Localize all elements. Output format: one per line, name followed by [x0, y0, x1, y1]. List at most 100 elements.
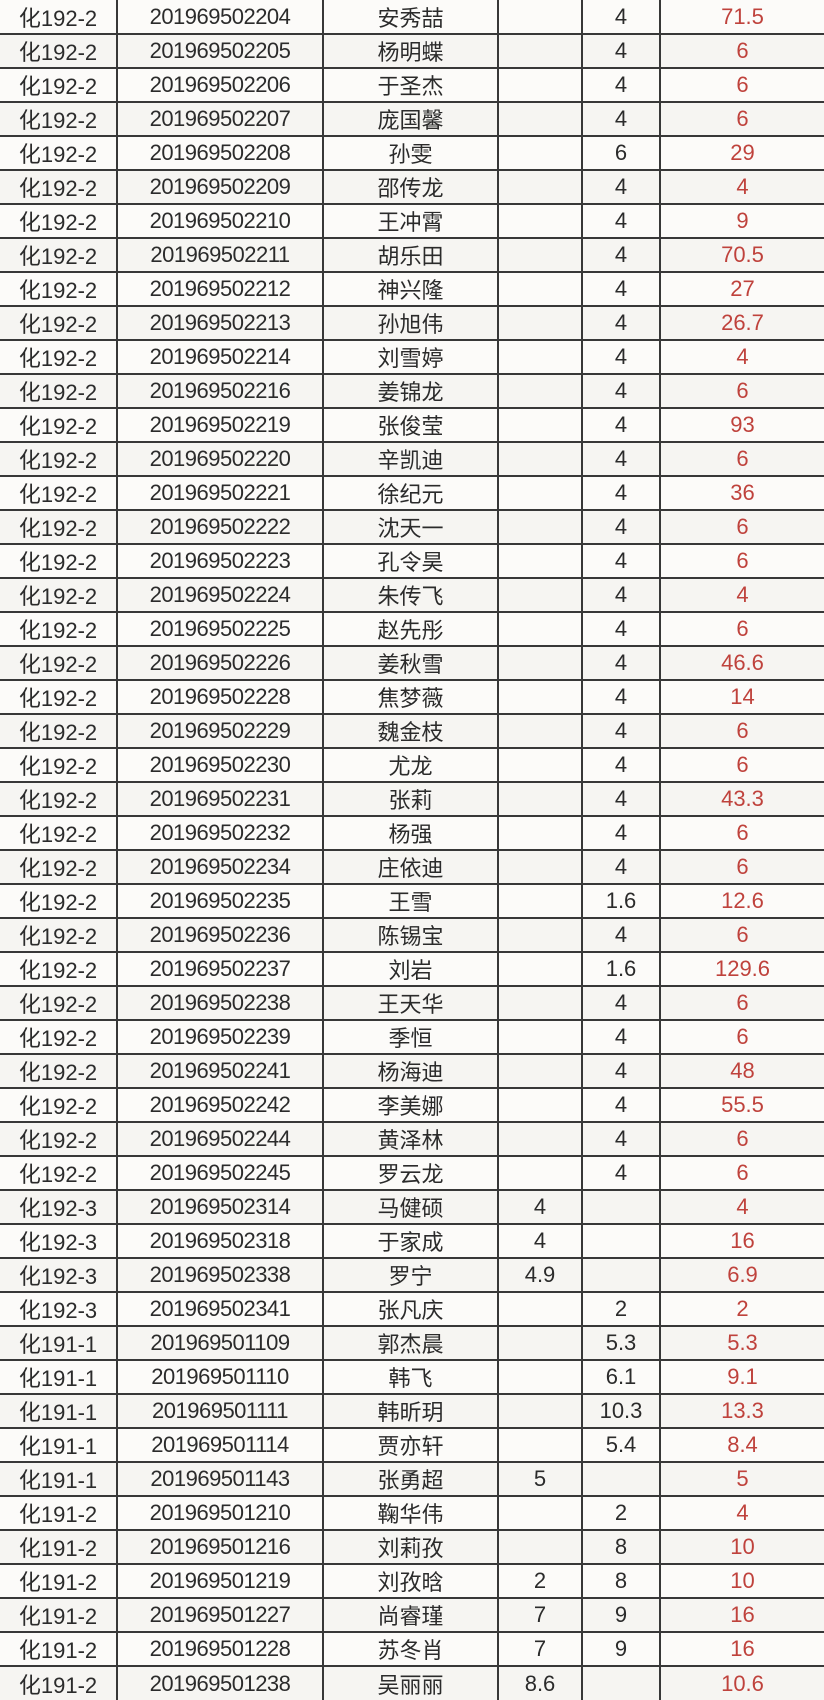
- cell-name: 苏冬肖: [323, 1632, 499, 1667]
- cell-amount: 14: [660, 680, 824, 715]
- cell-value-b: 4: [582, 986, 661, 1021]
- cell-value-b: 9: [582, 1632, 661, 1667]
- cell-amount: 26.7: [660, 306, 824, 341]
- cell-value-a: [498, 1360, 583, 1395]
- cell-amount: 6: [660, 612, 824, 647]
- cell-name: 姜锦龙: [323, 374, 499, 409]
- cell-class: 化192-2: [0, 816, 118, 851]
- cell-student-id: 201969502341: [117, 1292, 324, 1327]
- table-row: 化192-2 201969502239 季恒 4 6: [0, 1020, 824, 1055]
- table-row: 化191-2 201969501216 刘莉孜 8 10: [0, 1530, 824, 1565]
- cell-amount: 6: [660, 544, 824, 579]
- cell-value-a: 5: [498, 1462, 583, 1497]
- cell-value-a: [498, 1020, 583, 1055]
- cell-name: 王冲霄: [323, 204, 499, 239]
- cell-value-b: [582, 1462, 661, 1497]
- cell-amount: 6: [660, 986, 824, 1021]
- cell-value-b: 4: [582, 646, 661, 681]
- cell-name: 郭杰晨: [323, 1326, 499, 1361]
- cell-value-a: 2: [498, 1564, 583, 1599]
- cell-value-a: [498, 816, 583, 851]
- table-row: 化192-3 201969502314 马健硕 4 4: [0, 1190, 824, 1225]
- cell-class: 化191-1: [0, 1428, 118, 1463]
- cell-student-id: 201969502225: [117, 612, 324, 647]
- cell-name: 季恒: [323, 1020, 499, 1055]
- cell-name: 罗宁: [323, 1258, 499, 1293]
- cell-value-b: 8: [582, 1564, 661, 1599]
- cell-value-b: 4: [582, 408, 661, 443]
- cell-value-b: 4: [582, 918, 661, 953]
- cell-amount: 6: [660, 816, 824, 851]
- cell-amount: 4: [660, 1190, 824, 1225]
- cell-student-id: 201969501210: [117, 1496, 324, 1531]
- table-row: 化192-2 201969502220 辛凯迪 4 6: [0, 442, 824, 477]
- cell-amount: 6.9: [660, 1258, 824, 1293]
- table-row: 化192-2 201969502204 安秀喆 4 71.5: [0, 0, 824, 35]
- table-row: 化192-2 201969502242 李美娜 4 55.5: [0, 1088, 824, 1123]
- cell-student-id: 201969502314: [117, 1190, 324, 1225]
- cell-value-a: [498, 0, 583, 35]
- cell-amount: 10: [660, 1530, 824, 1565]
- cell-student-id: 201969502318: [117, 1224, 324, 1259]
- cell-name: 刘孜晗: [323, 1564, 499, 1599]
- cell-name: 李美娜: [323, 1088, 499, 1123]
- cell-amount: 48: [660, 1054, 824, 1089]
- cell-value-b: 5.4: [582, 1428, 661, 1463]
- cell-value-b: 2: [582, 1496, 661, 1531]
- cell-amount: 6: [660, 68, 824, 103]
- cell-name: 邵传龙: [323, 170, 499, 205]
- cell-amount: 55.5: [660, 1088, 824, 1123]
- cell-value-a: [498, 1292, 583, 1327]
- table-row: 化191-1 201969501110 韩飞 6.1 9.1: [0, 1360, 824, 1395]
- cell-name: 杨明蝶: [323, 34, 499, 69]
- table-row: 化192-2 201969502205 杨明蝶 4 6: [0, 34, 824, 69]
- cell-name: 尚睿瑾: [323, 1598, 499, 1633]
- table-row: 化192-2 201969502206 于圣杰 4 6: [0, 68, 824, 103]
- cell-class: 化192-2: [0, 884, 118, 919]
- cell-name: 贾亦轩: [323, 1428, 499, 1463]
- cell-value-b: 4: [582, 714, 661, 749]
- cell-class: 化192-2: [0, 442, 118, 477]
- cell-value-b: 4: [582, 204, 661, 239]
- table-row: 化192-2 201969502236 陈锡宝 4 6: [0, 918, 824, 953]
- table-row: 化192-2 201969502211 胡乐田 4 70.5: [0, 238, 824, 273]
- cell-value-a: [498, 340, 583, 375]
- cell-value-a: [498, 1496, 583, 1531]
- table-row: 化192-2 201969502222 沈天一 4 6: [0, 510, 824, 545]
- cell-value-a: [498, 1326, 583, 1361]
- cell-value-a: [498, 714, 583, 749]
- cell-value-b: 4: [582, 1054, 661, 1089]
- cell-student-id: 201969502206: [117, 68, 324, 103]
- cell-value-b: [582, 1666, 661, 1700]
- table-row: 化192-2 201969502237 刘岩 1.6 129.6: [0, 952, 824, 987]
- cell-value-b: 8: [582, 1530, 661, 1565]
- cell-amount: 5.3: [660, 1326, 824, 1361]
- cell-value-a: [498, 408, 583, 443]
- cell-amount: 16: [660, 1632, 824, 1667]
- cell-class: 化191-2: [0, 1530, 118, 1565]
- cell-class: 化191-1: [0, 1360, 118, 1395]
- cell-name: 鞠华伟: [323, 1496, 499, 1531]
- table-row: 化192-2 201969502214 刘雪婷 4 4: [0, 340, 824, 375]
- cell-student-id: 201969502236: [117, 918, 324, 953]
- cell-value-b: 4: [582, 238, 661, 273]
- table-row: 化192-2 201969502212 神兴隆 4 27: [0, 272, 824, 307]
- cell-class: 化192-2: [0, 646, 118, 681]
- cell-value-b: 4: [582, 1156, 661, 1191]
- cell-student-id: 201969501219: [117, 1564, 324, 1599]
- cell-value-b: 1.6: [582, 884, 661, 919]
- cell-name: 刘莉孜: [323, 1530, 499, 1565]
- cell-amount: 4: [660, 1496, 824, 1531]
- cell-class: 化192-2: [0, 612, 118, 647]
- cell-value-b: 4: [582, 68, 661, 103]
- cell-value-a: [498, 306, 583, 341]
- cell-value-a: [498, 578, 583, 613]
- cell-class: 化191-1: [0, 1394, 118, 1429]
- cell-amount: 10.6: [660, 1666, 824, 1700]
- table-row: 化192-3 201969502341 张凡庆 2 2: [0, 1292, 824, 1327]
- cell-name: 刘岩: [323, 952, 499, 987]
- cell-name: 赵先彤: [323, 612, 499, 647]
- table-row: 化191-2 201969501227 尚睿瑾 7 9 16: [0, 1598, 824, 1633]
- cell-value-a: [498, 918, 583, 953]
